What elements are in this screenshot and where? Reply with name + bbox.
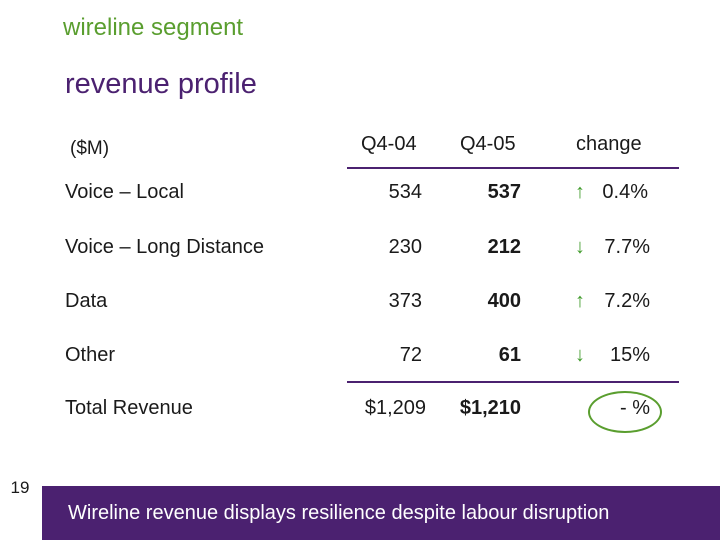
row-label-voice-local: Voice – Local bbox=[65, 181, 184, 203]
value-q405: 61 bbox=[498, 344, 521, 366]
value-change: 0.4% bbox=[602, 181, 648, 203]
page-title: revenue profile bbox=[65, 68, 257, 100]
arrow-up-icon: ↑ bbox=[575, 290, 585, 312]
value-change: 7.2% bbox=[604, 290, 650, 312]
value-q405: 212 bbox=[487, 236, 521, 258]
arrow-down-icon: ↓ bbox=[575, 344, 585, 366]
value-change: 15% bbox=[609, 344, 650, 366]
segment-title: wireline segment bbox=[63, 14, 244, 41]
value-q404: 230 bbox=[388, 236, 422, 258]
highlight-circle bbox=[588, 391, 662, 433]
arrow-up-icon: ↑ bbox=[575, 181, 585, 203]
value-q405: 400 bbox=[487, 290, 521, 312]
value-change: 7.7% bbox=[604, 236, 650, 258]
slide-tagline: Wireline revenue displays resilience des… bbox=[68, 502, 610, 524]
value-total-q404: $1,209 bbox=[364, 397, 426, 419]
row-label-total-revenue: Total Revenue bbox=[65, 397, 193, 419]
column-header-q404: Q4-04 bbox=[361, 133, 417, 155]
units-label: ($M) bbox=[70, 138, 110, 159]
value-q404: 373 bbox=[388, 290, 422, 312]
column-header-q405: Q4-05 bbox=[460, 133, 516, 155]
page-number: 19 bbox=[10, 478, 30, 497]
value-total-q405: $1,210 bbox=[459, 397, 521, 419]
column-header-change: change bbox=[576, 133, 642, 155]
arrow-down-icon: ↓ bbox=[575, 236, 585, 258]
value-q405: 537 bbox=[487, 181, 521, 203]
header-divider bbox=[347, 167, 679, 169]
value-q404: 72 bbox=[399, 344, 422, 366]
row-label-voice-long-distance: Voice – Long Distance bbox=[65, 236, 265, 258]
page-number-box bbox=[0, 458, 42, 540]
row-label-data: Data bbox=[65, 290, 108, 312]
footer-band bbox=[0, 486, 720, 540]
row-label-other: Other bbox=[65, 344, 116, 366]
value-q404: 534 bbox=[388, 181, 422, 203]
total-divider bbox=[347, 381, 679, 383]
